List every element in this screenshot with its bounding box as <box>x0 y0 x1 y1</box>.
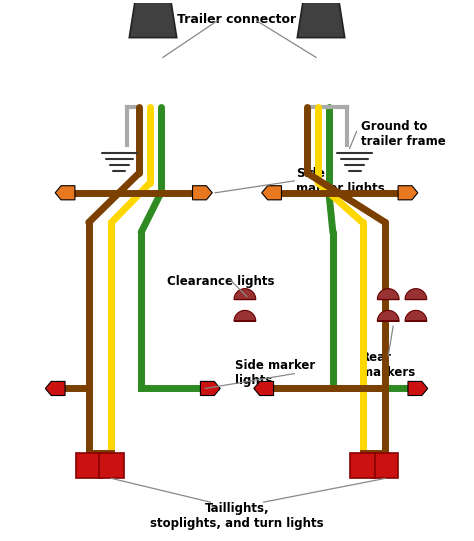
Polygon shape <box>201 381 220 395</box>
Bar <box>76 453 101 478</box>
Text: Side
marker lights: Side marker lights <box>296 167 385 195</box>
Polygon shape <box>297 0 345 38</box>
Polygon shape <box>377 289 399 300</box>
Polygon shape <box>234 311 256 321</box>
Polygon shape <box>408 381 428 395</box>
Bar <box>350 453 375 478</box>
Bar <box>99 453 124 478</box>
Text: Ground to
trailer frame: Ground to trailer frame <box>361 120 445 148</box>
Text: Clearance lights: Clearance lights <box>167 275 274 288</box>
Polygon shape <box>234 289 256 300</box>
Polygon shape <box>262 186 282 200</box>
Text: Trailer connector: Trailer connector <box>177 13 297 26</box>
Text: Taillights,
stoplights, and turn lights: Taillights, stoplights, and turn lights <box>150 502 324 530</box>
Polygon shape <box>46 381 65 395</box>
Polygon shape <box>405 311 427 321</box>
Text: Side marker
lights: Side marker lights <box>235 359 315 387</box>
Polygon shape <box>405 289 427 300</box>
Polygon shape <box>254 381 273 395</box>
Polygon shape <box>398 186 418 200</box>
Text: Rear
markers: Rear markers <box>361 351 415 379</box>
Polygon shape <box>192 186 212 200</box>
Polygon shape <box>377 311 399 321</box>
Polygon shape <box>129 0 177 38</box>
Bar <box>373 453 398 478</box>
Polygon shape <box>55 186 75 200</box>
